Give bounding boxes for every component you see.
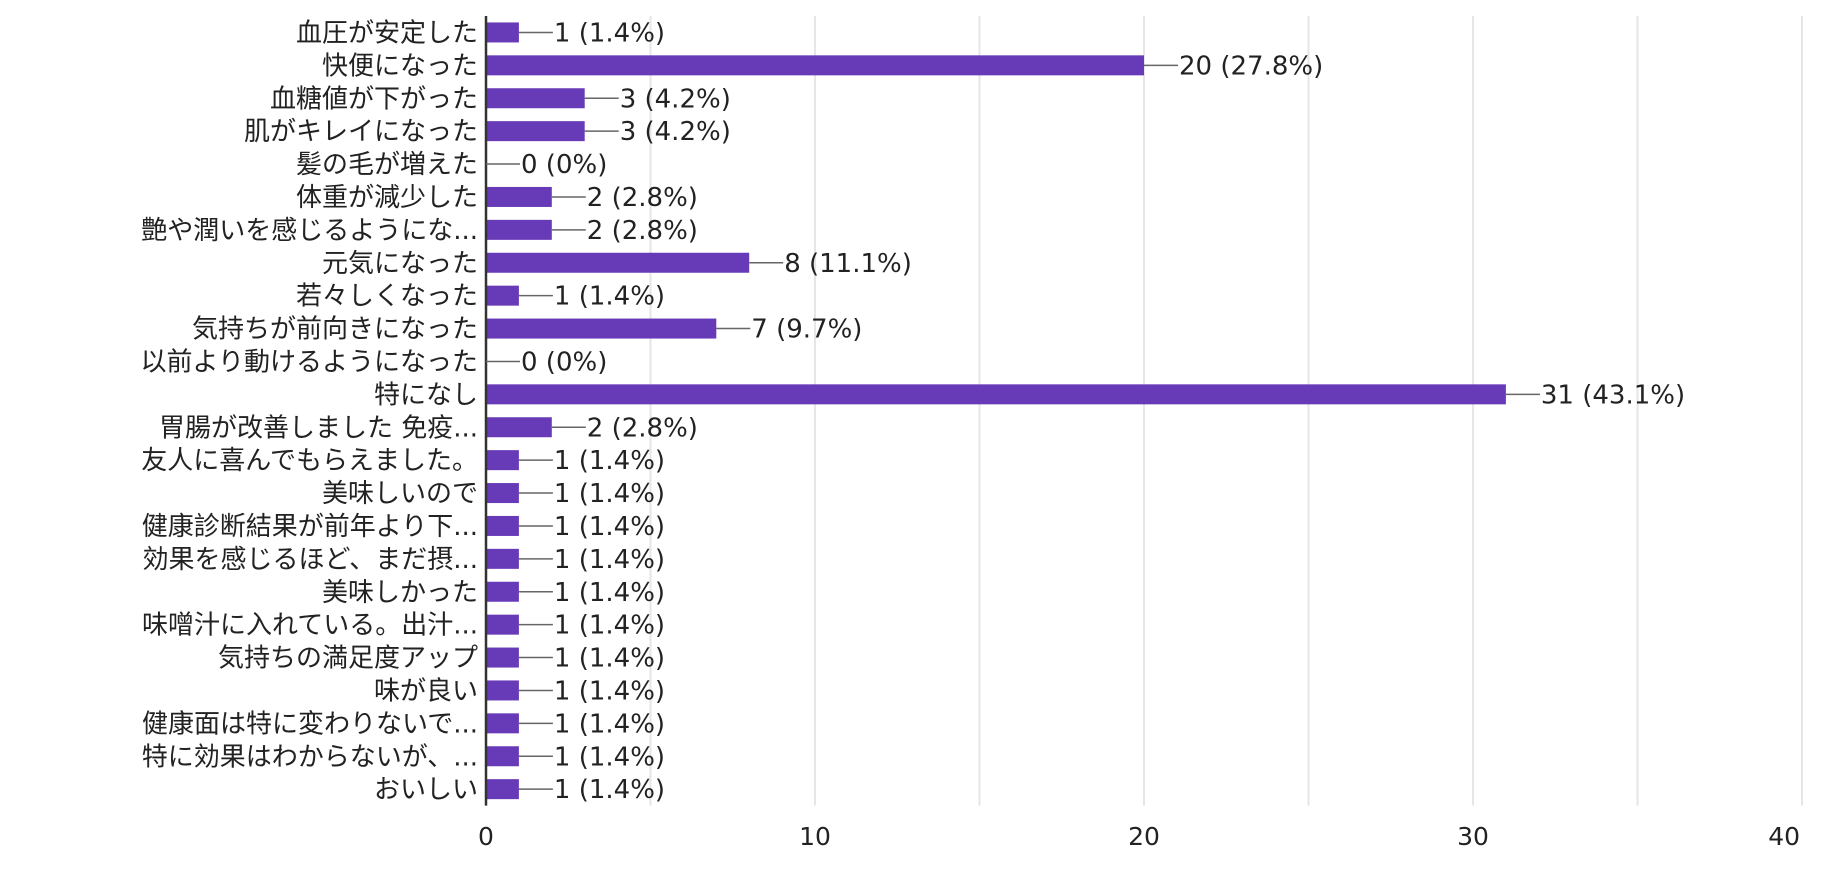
x-tick-label: 30 xyxy=(1457,822,1489,851)
bar xyxy=(486,22,519,43)
bar xyxy=(486,746,519,767)
category-label: 特になし xyxy=(374,380,478,410)
data-label: 7 (9.7%) xyxy=(751,315,862,345)
bar xyxy=(486,581,519,602)
category-label: 以前より動けるようになった xyxy=(141,347,478,377)
bar xyxy=(486,252,750,273)
bar xyxy=(486,219,552,240)
x-tick-label: 10 xyxy=(799,822,831,851)
data-label: 0 (0%) xyxy=(521,150,607,180)
data-label: 1 (1.4%) xyxy=(554,282,665,312)
bar xyxy=(486,121,585,142)
data-label: 2 (2.8%) xyxy=(587,183,698,213)
category-label: 味が良い xyxy=(374,676,478,706)
bar xyxy=(486,779,519,800)
bar xyxy=(486,515,519,536)
data-label: 1 (1.4%) xyxy=(554,775,665,805)
category-label: 肌がキレイになった xyxy=(244,117,478,147)
data-label: 1 (1.4%) xyxy=(554,18,665,48)
category-label: 友人に喜んでもらえました。 xyxy=(141,446,478,476)
data-label: 3 (4.2%) xyxy=(620,117,731,147)
bar xyxy=(486,186,552,207)
bar xyxy=(486,680,519,701)
data-label: 1 (1.4%) xyxy=(554,446,665,476)
data-label: 2 (2.8%) xyxy=(587,216,698,246)
bar xyxy=(486,713,519,734)
x-tick-label: 40 xyxy=(1768,822,1800,851)
data-label: 0 (0%) xyxy=(521,347,607,377)
category-label: 味噌汁に入れている。出汁... xyxy=(142,611,478,641)
bar xyxy=(486,450,519,471)
data-label: 2 (2.8%) xyxy=(587,413,698,443)
bar xyxy=(486,647,519,668)
data-label: 20 (27.8%) xyxy=(1179,51,1323,81)
category-label: 血糖値が下がった xyxy=(270,84,478,114)
category-label: 気持ちが前向きになった xyxy=(192,315,478,345)
category-label: 健康診断結果が前年より下... xyxy=(142,512,478,542)
category-label: 美味しかった xyxy=(322,578,478,608)
bar xyxy=(486,614,519,635)
data-label: 31 (43.1%) xyxy=(1541,380,1685,410)
data-label: 3 (4.2%) xyxy=(620,84,731,114)
category-label: 若々しくなった xyxy=(296,282,478,312)
data-label: 1 (1.4%) xyxy=(554,644,665,674)
category-label: 気持ちの満足度アップ xyxy=(218,644,478,674)
axis-layer: 0 10 20 30 40 xyxy=(478,16,1800,851)
data-label: 8 (11.1%) xyxy=(784,249,912,279)
bar xyxy=(486,285,519,306)
category-label: 特に効果はわからないが、... xyxy=(142,742,478,772)
bar xyxy=(486,548,519,569)
labels-layer: 血圧が安定した 1 (1.4%) 快便になった 20 (27.8%) 血糖値が下がった 3… xyxy=(141,18,1686,805)
category-label: 元気になった xyxy=(322,249,478,279)
category-label: おいしい xyxy=(374,775,478,805)
data-label: 1 (1.4%) xyxy=(554,676,665,706)
bar xyxy=(486,384,1506,405)
category-label: 効果を感じるほど、まだ摂... xyxy=(143,545,479,575)
data-label: 1 (1.4%) xyxy=(554,479,665,509)
bars-layer xyxy=(486,22,1506,800)
grid-layer xyxy=(649,16,1803,806)
data-label: 1 (1.4%) xyxy=(554,512,665,542)
category-label: 艶や潤いを感じるようにな... xyxy=(141,216,478,246)
x-tick-label: 20 xyxy=(1128,822,1160,851)
category-label: 血圧が安定した xyxy=(296,18,478,48)
data-label: 1 (1.4%) xyxy=(554,545,665,575)
data-label: 1 (1.4%) xyxy=(554,709,665,739)
category-label: 健康面は特に変わりないで... xyxy=(142,709,478,739)
x-tick-label: 0 xyxy=(478,822,494,851)
category-label: 胃腸が改善しました 免疫... xyxy=(159,413,478,443)
data-label: 1 (1.4%) xyxy=(554,742,665,772)
category-label: 快便になった xyxy=(322,51,478,81)
data-label: 1 (1.4%) xyxy=(554,578,665,608)
data-label: 1 (1.4%) xyxy=(554,611,665,641)
bar xyxy=(486,318,717,339)
bar xyxy=(486,88,585,109)
bar xyxy=(486,417,552,438)
bar xyxy=(486,55,1144,76)
category-label: 美味しいので xyxy=(322,479,478,509)
bar xyxy=(486,483,519,504)
category-label: 体重が減少した xyxy=(296,183,478,213)
category-label: 髪の毛が増えた xyxy=(296,150,478,180)
